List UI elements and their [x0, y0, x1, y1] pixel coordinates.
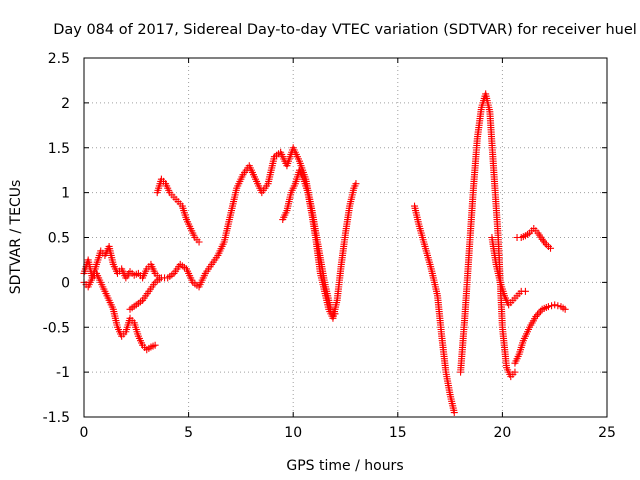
- data-point: [547, 244, 555, 252]
- axes: 0 5 10 15 20 25 -1.5 -1 -0.5 0 0.5 1 1.5 2 2.5: [43, 51, 616, 441]
- x-tick-label: 25: [598, 425, 616, 441]
- y-tick-label: 0.5: [48, 231, 70, 247]
- series-satellite-track-7: [457, 90, 519, 381]
- data-point: [352, 180, 360, 188]
- y-tick-label: -0.5: [43, 320, 70, 336]
- series-satellite-track-8: [488, 234, 529, 309]
- x-tick-label: 10: [284, 425, 302, 441]
- y-tick-label: 2.5: [48, 51, 70, 67]
- data-point: [551, 301, 559, 309]
- data-point-fill: [554, 302, 562, 310]
- series-satellite-track-4: [153, 175, 203, 246]
- y-tick-label: 2: [61, 96, 70, 112]
- plot-frame: [83, 57, 608, 418]
- x-axis-label: GPS time / hours: [286, 458, 403, 474]
- data-point-fill: [548, 302, 556, 310]
- series-satellite-track-9: [511, 301, 569, 367]
- data-point: [561, 305, 569, 313]
- series-satellite-track-6: [411, 202, 458, 417]
- data-point: [195, 238, 203, 246]
- series-satellite-track-3: [126, 144, 339, 318]
- data-points: [80, 90, 569, 417]
- series-satellite-track-2: [80, 269, 159, 354]
- y-tick-label: -1.5: [43, 410, 70, 426]
- x-tick-label: 20: [493, 425, 511, 441]
- y-tick-label: 0: [61, 275, 70, 291]
- y-tick-label: 1: [61, 186, 70, 202]
- x-tick-label: 5: [184, 425, 193, 441]
- data-point-fill: [535, 309, 543, 317]
- x-tick-label: 15: [389, 425, 407, 441]
- data-point: [521, 287, 529, 295]
- data-point: [544, 303, 552, 311]
- series-satellite-track-1: [80, 242, 163, 282]
- x-tick-label: 0: [80, 425, 89, 441]
- y-axis-label: SDTVAR / TECUs: [8, 180, 24, 295]
- data-point: [511, 368, 519, 376]
- data-point: [450, 409, 458, 417]
- y-tick-label: -1: [56, 365, 70, 381]
- data-point: [151, 341, 159, 349]
- series-satellite-track-10: [513, 225, 555, 252]
- series-satellite-track-5: [279, 166, 360, 322]
- chart-title: Day 084 of 2017, Sidereal Day-to-day VTE…: [53, 22, 637, 38]
- y-tick-label: 1.5: [48, 141, 70, 157]
